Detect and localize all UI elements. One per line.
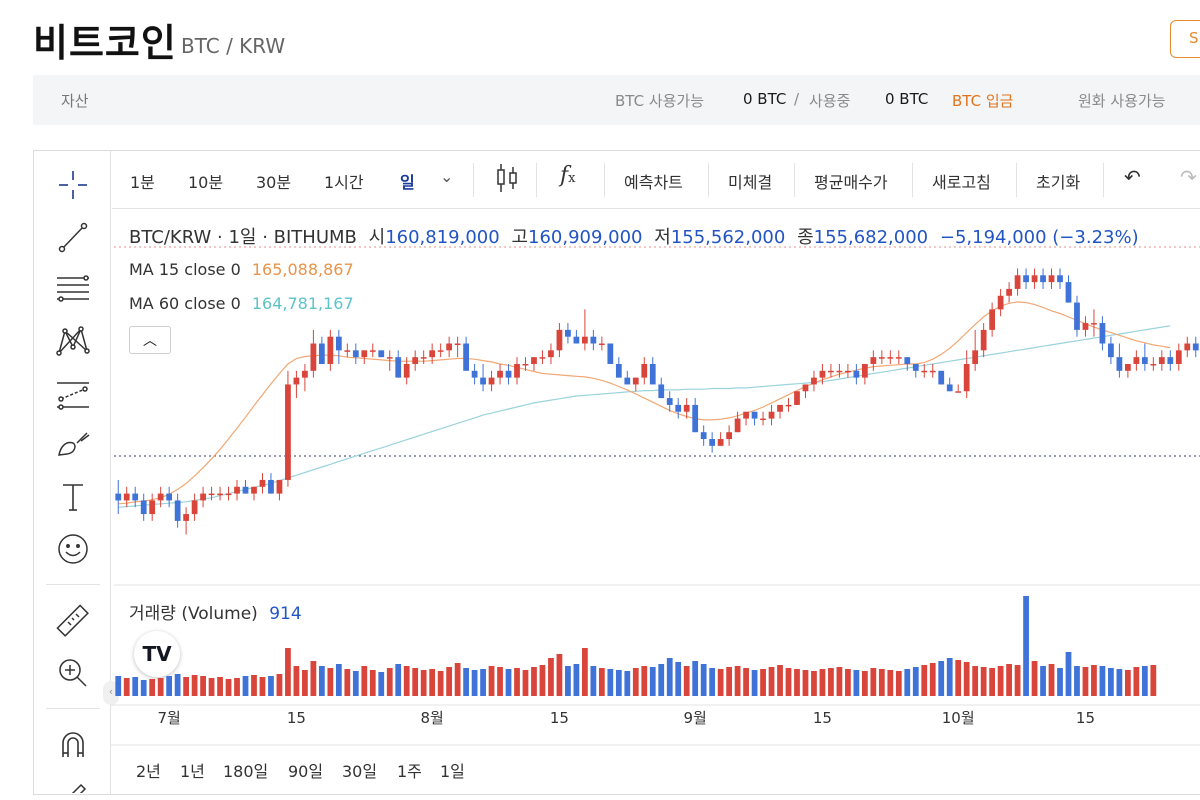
redo-icon[interactable]: ↷ [1180, 165, 1197, 189]
drawing-toolbar [34, 151, 111, 794]
volume-legend: 거래량 (Volume) 914 [129, 599, 302, 624]
close-label: 종 [797, 227, 814, 248]
emoji-icon[interactable] [53, 529, 93, 569]
volume-value: 914 [269, 604, 302, 624]
top-right-button[interactable]: S [1170, 20, 1200, 58]
avg-buy-price-button[interactable]: 평균매수가 [814, 173, 888, 192]
prediction-chart-button[interactable]: 예측차트 [624, 173, 683, 192]
pattern-icon[interactable] [53, 321, 93, 361]
range-1y[interactable]: 1년 [180, 762, 205, 781]
toolbar-divider [1016, 163, 1017, 197]
interval-10m[interactable]: 10분 [188, 173, 224, 192]
btc-available-label: BTC 사용가능 [615, 92, 705, 110]
ma15-label: MA 15 close 0 [129, 260, 241, 279]
interval-1h[interactable]: 1시간 [324, 173, 364, 192]
interval-1m[interactable]: 1분 [130, 173, 155, 192]
range-180d[interactable]: 180일 [223, 762, 269, 781]
range-1d[interactable]: 1일 [440, 762, 465, 781]
in-use-label: 사용중 [809, 92, 851, 110]
btc-deposit-link[interactable]: BTC 입금 [952, 92, 1014, 110]
volume-label: 거래량 (Volume) [129, 604, 258, 624]
in-use-value: 0 BTC [885, 90, 929, 108]
open-label: 시 [368, 227, 386, 248]
range-90d[interactable]: 90일 [288, 762, 324, 781]
change-value: −5,194,000 (−3.23%) [939, 227, 1139, 248]
unfilled-orders-button[interactable]: 미체결 [728, 173, 773, 192]
low-label: 저 [654, 227, 671, 248]
tradingview-logo: TV [134, 631, 180, 677]
trend-line-icon[interactable] [53, 217, 93, 257]
close-value: 155,682,000 [813, 227, 929, 248]
chart-toolbar: 1분 10분 30분 1시간 일 ⌄ fx 예측차트 미체결 평균매수가 새로고… [112, 151, 1200, 209]
toolbar-divider [1103, 163, 1104, 197]
reset-button[interactable]: 초기화 [1036, 173, 1081, 192]
zoom-in-icon[interactable] [53, 653, 93, 693]
high-value: 160,909,000 [528, 227, 643, 248]
refresh-button[interactable]: 새로고침 [932, 173, 991, 192]
chevron-left-icon: ‹ [108, 685, 114, 698]
undo-icon[interactable]: ↶ [1124, 165, 1141, 189]
ma60-label: MA 60 close 0 [129, 294, 241, 313]
high-label: 고 [511, 227, 528, 248]
prediction-icon[interactable] [53, 373, 93, 413]
ma15-legend: MA 15 close 0 165,088,867 [129, 260, 354, 279]
interval-30m[interactable]: 30분 [256, 173, 292, 192]
asset-label: 자산 [61, 92, 89, 110]
toolbar-divider [604, 163, 605, 197]
toolbar-divider [708, 163, 709, 197]
ma60-value: 164,781,167 [251, 294, 354, 313]
chart-panel: 1분 10분 30분 1시간 일 ⌄ fx 예측차트 미체결 평균매수가 새로고… [33, 150, 1200, 795]
toolbar-divider [794, 163, 795, 197]
btc-available-value: 0 BTC [743, 90, 787, 108]
ohlc-legend: BTC/KRW · 1일 · BITHUMB 시160,819,000 고160… [129, 223, 1139, 249]
indicators-fx-icon[interactable]: fx [560, 163, 576, 188]
krw-available-label: 원화 사용가능 [1078, 92, 1166, 110]
range-2y[interactable]: 2년 [136, 762, 161, 781]
range-1w[interactable]: 1주 [397, 762, 422, 781]
toolbar-divider [912, 163, 913, 197]
range-selector: 2년 1년 180일 90일 30일 1주 1일 [112, 746, 1200, 786]
crosshair-icon[interactable] [53, 165, 93, 205]
ma15-value: 165,088,867 [251, 260, 354, 279]
collapse-legend-button[interactable]: ︿ [129, 326, 171, 354]
pencil-icon[interactable] [53, 773, 93, 793]
magnet-icon[interactable] [53, 725, 93, 765]
symbol-label: BTC/KRW · 1일 · BITHUMB [129, 227, 357, 248]
ma60-legend: MA 60 close 0 164,781,167 [129, 294, 354, 313]
brush-icon[interactable] [53, 423, 93, 463]
title-row: 비트코인 BTC / KRW S [0, 0, 1200, 72]
page-title: 비트코인 [33, 21, 177, 65]
asset-bar: 자산 BTC 사용가능 0 BTC / 사용중 0 BTC BTC 입금 원화 … [33, 75, 1200, 125]
text-icon[interactable] [53, 477, 93, 517]
sidebar-toggle-handle[interactable]: ‹ [103, 681, 119, 705]
ruler-icon[interactable] [53, 601, 93, 641]
toolbar-divider [473, 163, 474, 197]
toolbar-divider [46, 708, 100, 709]
pair-label: BTC / KRW [181, 34, 286, 58]
fib-retracement-icon[interactable] [53, 267, 93, 307]
chevron-up-icon: ︿ [143, 333, 157, 349]
low-value: 155,562,000 [670, 227, 786, 248]
chevron-down-icon[interactable]: ⌄ [440, 167, 454, 186]
interval-1d[interactable]: 일 [400, 173, 415, 192]
open-value: 160,819,000 [385, 227, 500, 248]
candlestick-type-icon[interactable] [494, 161, 520, 199]
toolbar-divider [536, 163, 537, 197]
toolbar-divider [46, 584, 100, 585]
slash-separator: / [794, 90, 800, 108]
range-30d[interactable]: 30일 [342, 762, 378, 781]
